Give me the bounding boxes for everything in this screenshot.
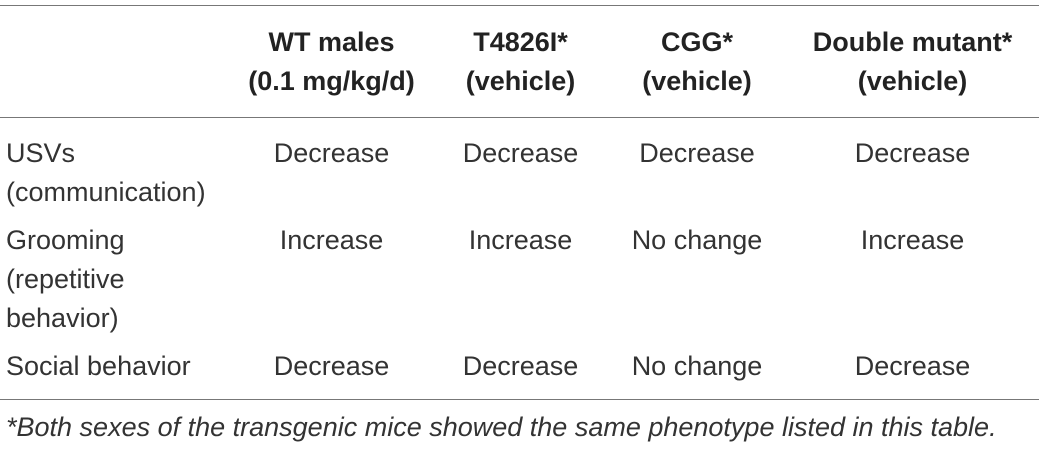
table-footnote: *Both sexes of the transgenic mice showe…: [6, 412, 997, 442]
table-cell: Increase: [279, 225, 384, 255]
header-line: WT males: [268, 27, 395, 57]
row-label-social-behavior: Social behavior: [0, 338, 230, 400]
row-label-line: (communication): [6, 177, 206, 207]
table-cell: No change: [631, 225, 763, 255]
table-cell: Decrease: [639, 138, 755, 168]
header-line: (0.1 mg/kg/d): [248, 66, 415, 96]
row-label-grooming: Grooming (repetitive behavior): [0, 212, 230, 338]
table-cell: Decrease: [273, 138, 390, 168]
header-cell-wt-males: WT males (0.1 mg/kg/d): [230, 6, 433, 118]
header-line: CGG*: [660, 27, 733, 57]
phenotype-table: WT males (0.1 mg/kg/d) T4826I* (vehicle)…: [0, 5, 1039, 400]
header-cell-double-mutant: Double mutant* (vehicle): [786, 6, 1039, 118]
table-cell: No change: [631, 351, 763, 381]
table-cell: Increase: [860, 225, 965, 255]
row-label-usvs: USVs (communication): [0, 118, 230, 213]
table-cell: Decrease: [273, 351, 390, 381]
row-label-line: (repetitive: [6, 264, 125, 294]
header-line: Double mutant*: [812, 27, 1013, 57]
table-row: Social behavior Decrease Decrease No cha…: [0, 338, 1039, 400]
table-cell: Decrease: [462, 138, 579, 168]
header-row: WT males (0.1 mg/kg/d) T4826I* (vehicle)…: [0, 5, 1039, 118]
row-label-line: behavior): [6, 303, 119, 333]
header-line: (vehicle): [465, 66, 576, 96]
header-line: T4826I*: [473, 27, 568, 57]
header-cell-cgg: CGG* (vehicle): [608, 6, 786, 118]
table-cell: Decrease: [854, 351, 971, 381]
header-cell-t4826i: T4826I* (vehicle): [433, 6, 608, 118]
row-label-line: Social behavior: [6, 351, 191, 381]
table-cell: Decrease: [854, 138, 971, 168]
header-line: (vehicle): [642, 66, 752, 96]
table-row: USVs (communication) Decrease Decrease D…: [0, 118, 1039, 213]
table-cell: Increase: [468, 225, 573, 255]
header-line: (vehicle): [857, 66, 968, 96]
table-cell: Decrease: [462, 351, 579, 381]
row-label-line: Grooming: [6, 225, 125, 255]
table-row: Grooming (repetitive behavior) Increase …: [0, 212, 1039, 338]
header-cell-empty: [0, 6, 230, 118]
row-label-line: USVs: [6, 138, 76, 168]
